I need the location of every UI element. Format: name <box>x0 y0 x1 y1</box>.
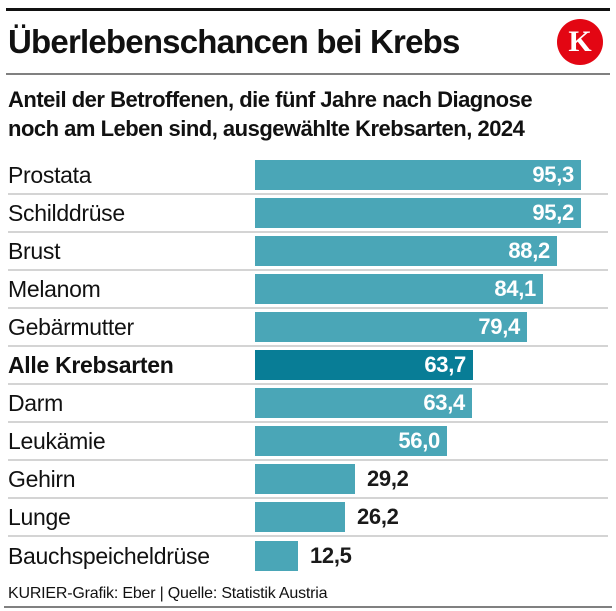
category-label: Melanom <box>8 275 101 302</box>
bar-track: 95,2 <box>255 198 608 228</box>
infographic: Überlebenschancen bei Krebs K Anteil der… <box>4 8 612 608</box>
bottom-rule <box>4 606 612 608</box>
category-label: Darm <box>8 389 64 416</box>
category-label: Gehirn <box>8 465 76 492</box>
value-label: 95,3 <box>532 162 574 187</box>
bar-row: Melanom 84,1 <box>8 271 608 309</box>
chart-subtitle-line2: noch am Leben sind, ausgewählte Krebsart… <box>8 116 525 141</box>
bar-row: Prostata 95,3 <box>8 157 608 195</box>
bar-track: 12,5 <box>255 541 608 571</box>
category-label: Gebärmutter <box>8 313 134 340</box>
kurier-logo-letter: K <box>568 25 592 58</box>
category-label: Leukämie <box>8 427 106 454</box>
value-label: 63,7 <box>424 352 466 377</box>
bar-row: Schilddrüse 95,2 <box>8 195 608 233</box>
value-label: 79,4 <box>478 314 520 339</box>
bar: 84,1 <box>255 274 543 304</box>
source-credit: KURIER-Grafik: Eber | Quelle: Statistik … <box>8 585 328 602</box>
bar-track: 84,1 <box>255 274 608 304</box>
kurier-logo-icon: K <box>557 19 603 65</box>
value-label: 12,5 <box>310 543 352 568</box>
value-label: 29,2 <box>367 466 409 491</box>
bar <box>255 541 298 571</box>
bar: 95,3 <box>255 160 581 190</box>
value-label: 95,2 <box>532 200 574 225</box>
bar-track: 88,2 <box>255 236 608 266</box>
bar-row: Gehirn 29,2 <box>8 461 608 499</box>
value-label: 84,1 <box>494 276 536 301</box>
value-label: 56,0 <box>398 428 440 453</box>
bar-track: 63,4 <box>255 388 608 418</box>
header: Überlebenschancen bei Krebs K <box>8 17 608 67</box>
category-label: Prostata <box>8 161 92 188</box>
bar-track: 56,0 <box>255 426 608 456</box>
bar: 95,2 <box>255 198 581 228</box>
bar-rows: Prostata 95,3 Schilddrüse 95,2 Brust 88,2 Mela… <box>8 157 608 575</box>
category-label: Schilddrüse <box>8 199 125 226</box>
bar-row: Bauchspeicheldrüse 12,5 <box>8 537 608 575</box>
bar-track: 95,3 <box>255 160 608 190</box>
page-title: Überlebenschancen bei Krebs <box>8 23 460 60</box>
bar: 88,2 <box>255 236 557 266</box>
category-label: Brust <box>8 237 61 264</box>
category-label: Lunge <box>8 503 71 530</box>
category-label: Alle Krebsarten <box>8 351 174 378</box>
bar-row: Lunge 26,2 <box>8 499 608 537</box>
bar-track: 26,2 <box>255 502 608 532</box>
bar: 56,0 <box>255 426 447 456</box>
bar-row: Gebärmutter 79,4 <box>8 309 608 347</box>
value-label: 63,4 <box>423 390 465 415</box>
bar-track: 63,7 <box>255 350 608 380</box>
bar-row: Darm 63,4 <box>8 385 608 423</box>
bar <box>255 464 355 494</box>
bar: 63,7 <box>255 350 473 380</box>
bar: 63,4 <box>255 388 472 418</box>
bar: 79,4 <box>255 312 527 342</box>
chart-subtitle: Anteil der Betroffenen, die fünf Jahre n… <box>8 85 608 143</box>
bar-row: Brust 88,2 <box>8 233 608 271</box>
bar-row: Leukämie 56,0 <box>8 423 608 461</box>
bar-track: 79,4 <box>255 312 608 342</box>
value-label: 88,2 <box>508 238 550 263</box>
bar-row: Alle Krebsarten 63,7 <box>8 347 608 385</box>
bar-track: 29,2 <box>255 464 608 494</box>
top-rule <box>6 8 610 11</box>
value-label: 26,2 <box>357 504 399 529</box>
category-label: Bauchspeicheldrüse <box>8 542 210 569</box>
bar <box>255 502 345 532</box>
header-divider <box>6 73 610 75</box>
chart-subtitle-line1: Anteil der Betroffenen, die fünf Jahre n… <box>8 87 533 112</box>
